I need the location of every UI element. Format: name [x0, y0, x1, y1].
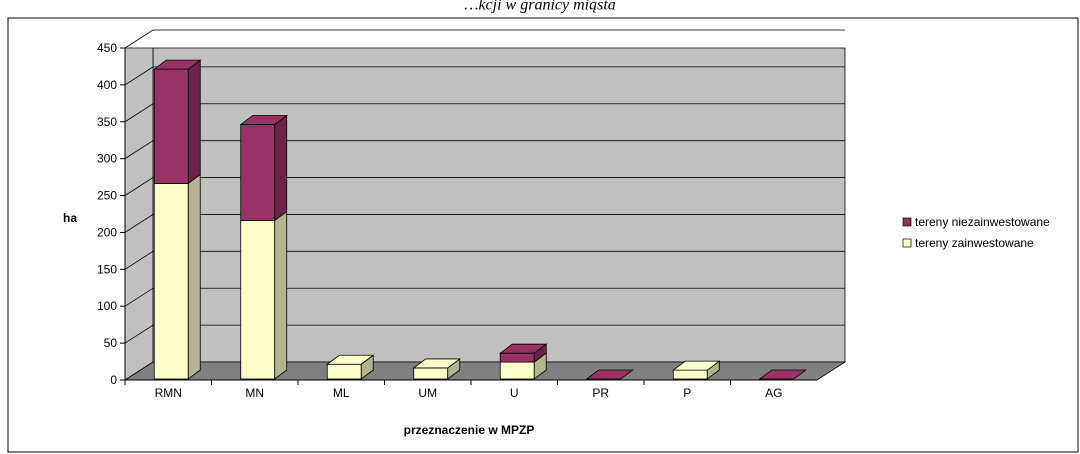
x-tick-label: RMN [155, 386, 182, 400]
x-tick-label: U [510, 386, 519, 400]
y-tick-label: 250 [97, 189, 117, 203]
bar-side [274, 114, 288, 222]
bar-top [672, 360, 721, 371]
gridline [124, 140, 845, 160]
plot-area: 0 50 100 150 200 250 300 350 400 450 RMN MN ML UM U PR P… [97, 29, 847, 400]
x-tick-label: UM [418, 386, 437, 400]
chart-title: …kcji w granicy miąsta [464, 0, 616, 14]
bar-top [499, 343, 548, 354]
legend-swatch-zainwestowane [902, 238, 912, 248]
y-tick-label: 0 [110, 373, 117, 387]
bar-front [672, 369, 708, 380]
bar-side [274, 210, 288, 380]
y-tick-label: 100 [97, 299, 117, 313]
y-tick-label: 200 [97, 225, 117, 239]
floor [123, 361, 847, 381]
y-tick-label: 150 [97, 262, 117, 276]
gridline [124, 250, 845, 270]
bar-front [240, 124, 276, 221]
legend-swatch-niezainwestowane [902, 217, 912, 227]
gridline [124, 29, 845, 49]
bar-top [153, 59, 202, 70]
bar-top [326, 354, 375, 365]
x-tick-label: AG [765, 386, 782, 400]
legend-label-zainwestowane: tereny zainwestowane [915, 236, 1034, 250]
side-wall [124, 47, 154, 381]
x-tick-label: MN [245, 386, 264, 400]
x-axis-label: przeznaczenie w MPZP [404, 423, 535, 437]
x-tick-label: P [683, 386, 691, 400]
bar-front [153, 183, 189, 380]
gridline [124, 214, 845, 233]
bar-front [153, 68, 189, 184]
bar-top [758, 369, 807, 380]
legend: tereny niezainwestowane tereny zainwesto… [902, 215, 1050, 250]
y-tick-label: 50 [104, 336, 118, 350]
bar-front [326, 363, 362, 380]
gridline [124, 177, 845, 196]
y-tick-label: 450 [97, 41, 117, 55]
y-tick-label: 300 [97, 152, 117, 166]
x-tick-label: ML [333, 386, 350, 400]
y-tick-label: 350 [97, 115, 117, 129]
gridline [124, 66, 845, 86]
bar-side [187, 173, 201, 380]
y-axis-label: ha [63, 211, 77, 225]
bar-side [187, 59, 201, 185]
legend-label-niezainwestowane: tereny niezainwestowane [915, 215, 1050, 229]
bar-top [239, 115, 288, 125]
bar-front [499, 361, 535, 380]
bar-front [240, 219, 276, 380]
bar-front [499, 352, 535, 363]
x-tick-label: PR [592, 386, 609, 400]
y-tick-label: 400 [97, 78, 117, 92]
bar-top [412, 358, 461, 369]
gridline [124, 287, 845, 307]
bar-front [413, 367, 449, 380]
gridline [124, 324, 845, 344]
gridline [124, 103, 845, 123]
bar-top [585, 369, 634, 380]
